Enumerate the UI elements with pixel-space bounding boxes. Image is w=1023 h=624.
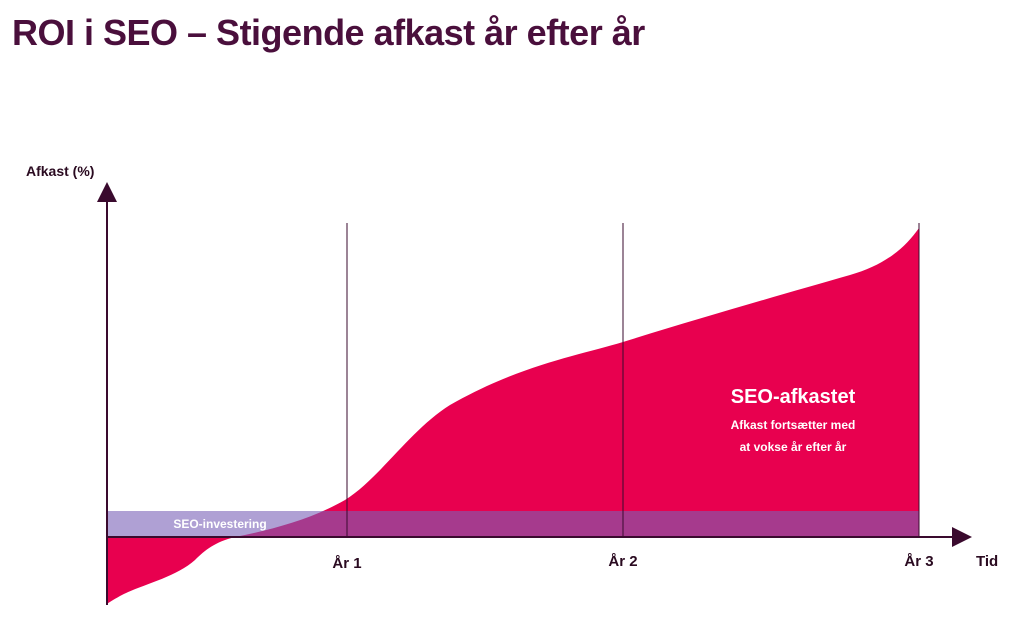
y-axis-label: Afkast (%) xyxy=(26,163,94,179)
x-axis-label: Tid xyxy=(976,553,998,570)
return-label: SEO-afkastet xyxy=(731,386,856,408)
investment-label: SEO-investering xyxy=(173,517,266,531)
return-area xyxy=(107,228,919,537)
x-tick-year-1: År 1 xyxy=(332,555,361,572)
x-tick-year-2: År 2 xyxy=(608,553,637,570)
page-title: ROI i SEO – Stigende afkast år efter år xyxy=(12,12,645,53)
investment-band xyxy=(107,511,919,537)
return-annotation-line-2: at vokse år efter år xyxy=(740,440,847,454)
investment-dip-area xyxy=(107,537,235,604)
x-tick-year-3: År 3 xyxy=(904,553,933,570)
return-annotation-line-1: Afkast fortsætter med xyxy=(731,418,856,432)
